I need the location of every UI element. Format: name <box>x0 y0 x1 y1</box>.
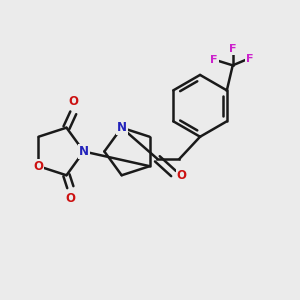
Text: O: O <box>34 160 44 173</box>
Text: F: F <box>246 54 253 64</box>
Text: N: N <box>117 121 127 134</box>
Text: O: O <box>68 94 78 107</box>
Text: F: F <box>229 44 236 54</box>
Text: F: F <box>210 55 218 65</box>
Text: O: O <box>65 193 75 206</box>
Text: O: O <box>177 169 187 182</box>
Text: N: N <box>79 145 89 158</box>
